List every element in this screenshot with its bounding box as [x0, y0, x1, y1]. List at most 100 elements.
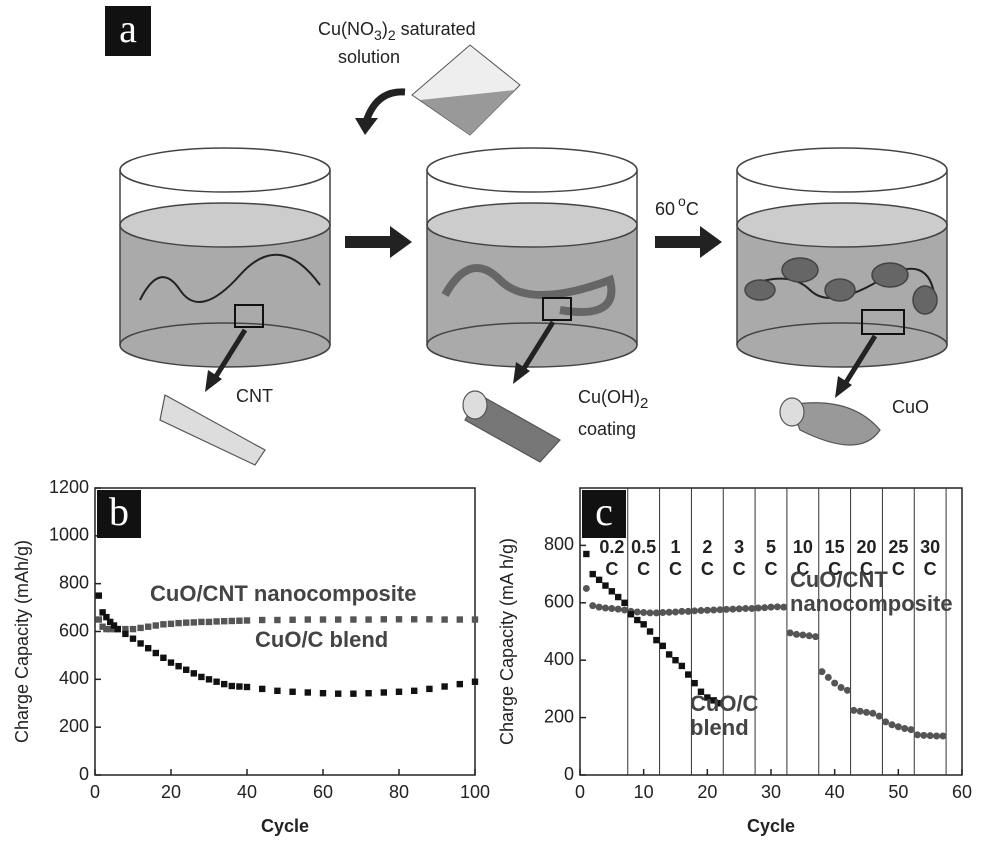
data-point: [583, 550, 590, 558]
data-point: [190, 619, 197, 626]
data-point: [167, 659, 175, 666]
data-point: [236, 683, 243, 690]
data-point: [114, 625, 121, 633]
data-point: [653, 636, 660, 644]
step-label: CuO: [892, 397, 929, 417]
data-point: [678, 607, 686, 615]
data-point: [767, 603, 775, 611]
data-point: [608, 588, 616, 595]
data-point: [684, 607, 692, 615]
data-point: [818, 668, 826, 676]
temperature-label: 60 oC: [655, 193, 699, 219]
data-point: [319, 616, 327, 623]
x-tick-label: 0: [575, 782, 585, 802]
data-point: [441, 683, 448, 690]
y-tick-label: 600: [544, 592, 574, 612]
data-point: [615, 593, 622, 601]
data-point: [754, 604, 762, 612]
x-axis-label: Cycle: [261, 816, 309, 836]
data-point: [205, 618, 213, 626]
data-point: [939, 732, 947, 740]
data-point: [380, 689, 387, 696]
data-point: [350, 616, 357, 623]
series-label: CuO/C blend: [690, 692, 759, 740]
data-point: [145, 623, 152, 630]
data-point: [183, 619, 190, 626]
data-point: [659, 642, 666, 650]
data-point: [103, 625, 110, 633]
rate-label: 15: [825, 537, 845, 557]
data-point: [646, 628, 654, 635]
data-point: [190, 670, 197, 677]
data-point: [426, 616, 433, 623]
data-point: [129, 635, 137, 642]
data-point: [589, 570, 596, 578]
rate-unit: C: [796, 559, 809, 579]
data-point: [335, 616, 342, 623]
data-point: [319, 690, 327, 697]
data-point: [602, 582, 609, 589]
data-point: [365, 616, 372, 623]
rate-label: 3: [734, 537, 744, 557]
data-point: [646, 609, 654, 617]
arrows: [205, 226, 878, 398]
series-label: CuO/CNT nanocomposite: [790, 568, 953, 616]
data-point: [863, 708, 870, 716]
data-point: [167, 620, 175, 628]
data-point: [875, 712, 883, 720]
data-point: [95, 592, 102, 599]
data-point: [228, 617, 235, 625]
rate-unit: C: [669, 559, 682, 579]
data-point: [608, 605, 616, 613]
data-point: [274, 687, 281, 695]
x-tick-label: 50: [888, 782, 908, 802]
series-label: CuO/C blend: [255, 628, 388, 652]
data-point: [640, 609, 648, 617]
data-point: [274, 616, 281, 624]
data-point: [243, 617, 251, 624]
data-point: [652, 609, 660, 617]
data-point: [198, 673, 205, 681]
data-point: [869, 709, 877, 717]
data-point: [110, 622, 118, 629]
data-point: [722, 605, 730, 613]
data-point: [882, 718, 890, 726]
data-point: [678, 662, 686, 670]
data-point: [672, 608, 679, 616]
data-point: [933, 732, 941, 740]
data-point: [659, 609, 667, 617]
data-point: [175, 662, 182, 670]
step-label: coating: [578, 419, 636, 439]
data-point: [441, 616, 448, 623]
data-point: [107, 618, 114, 626]
data-point: [395, 688, 403, 695]
data-point: [913, 731, 921, 739]
data-point: [888, 721, 896, 729]
data-point: [471, 678, 479, 685]
data-point: [634, 616, 641, 624]
rate-unit: C: [733, 559, 746, 579]
beaker-pour: [355, 44, 521, 136]
data-point: [773, 603, 781, 611]
data-point: [411, 687, 418, 695]
data-point: [205, 676, 213, 683]
data-point: [411, 616, 418, 623]
series-label-text: CuO/CNT nanocomposite: [790, 568, 953, 616]
x-tick-label: 40: [825, 782, 845, 802]
y-tick-label: 800: [544, 534, 574, 554]
data-point: [894, 723, 902, 731]
data-point: [122, 630, 129, 638]
y-tick-label: 600: [59, 620, 89, 640]
series-label-text: CuO/C blend: [690, 692, 759, 740]
data-point: [243, 683, 251, 691]
data-point: [697, 688, 705, 695]
y-tick-label: 0: [79, 764, 89, 784]
rate-label: 20: [856, 537, 876, 557]
data-point: [685, 671, 692, 678]
rate-unit: C: [860, 559, 873, 579]
y-tick-label: 400: [544, 649, 574, 669]
data-point: [160, 654, 167, 662]
y-tick-label: 0: [564, 764, 574, 784]
data-point: [926, 732, 934, 740]
